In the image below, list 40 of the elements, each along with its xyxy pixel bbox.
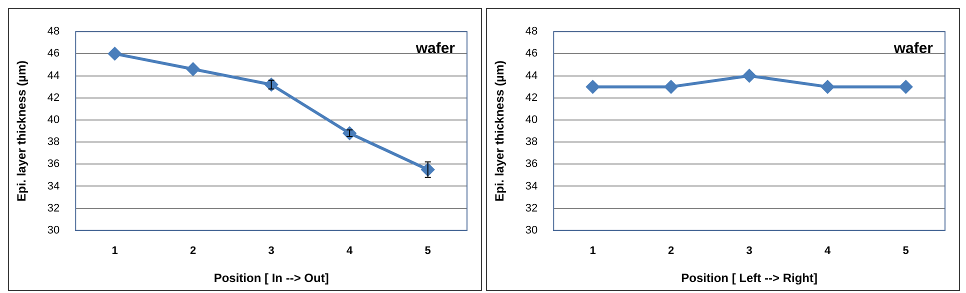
y-tick-label: 30 <box>525 224 538 236</box>
y-tick-label: 34 <box>47 180 60 192</box>
x-tick-label: 5 <box>902 245 909 258</box>
y-tick-label: 40 <box>525 114 538 126</box>
y-tick-label: 42 <box>525 92 538 104</box>
x-tick-label: 2 <box>668 245 674 258</box>
y-tick-label: 38 <box>47 136 60 148</box>
x-tick-label: 3 <box>268 245 274 258</box>
y-tick-label: 42 <box>47 92 60 104</box>
y-axis-title: Epi. layer thickness (µm) <box>14 60 29 202</box>
x-tick-label: 4 <box>824 245 832 258</box>
y-tick-label: 38 <box>525 136 538 148</box>
y-tick-label: 40 <box>47 114 60 126</box>
y-tick-label: 36 <box>47 158 60 170</box>
y-tick-label: 34 <box>525 180 538 192</box>
y-tick-label: 46 <box>525 48 538 60</box>
x-tick-label: 1 <box>590 245 596 258</box>
y-tick-label: 32 <box>47 202 60 214</box>
y-tick-label: 44 <box>47 70 60 82</box>
point <box>264 78 278 92</box>
y-tick-label: 32 <box>525 202 538 214</box>
x-tick-label: 2 <box>190 245 196 258</box>
y-tick-label: 46 <box>47 48 60 60</box>
point <box>343 126 356 140</box>
x-axis-title: Position [ Left --> Right] <box>681 271 818 286</box>
x-axis-title: Position [ In --> Out] <box>214 271 329 286</box>
y-axis-title: Epi. layer thickness (µm) <box>492 60 507 202</box>
x-tick-label: 5 <box>424 245 431 258</box>
x-tick-label: 1 <box>112 245 118 258</box>
y-tick-label: 44 <box>525 70 538 82</box>
y-tick-label: 48 <box>525 26 538 38</box>
point <box>108 47 122 60</box>
y-tick-label: 30 <box>47 224 60 236</box>
point <box>186 62 200 76</box>
annotation: wafer <box>414 40 456 58</box>
annotation: wafer <box>892 40 934 58</box>
y-tick-label: 36 <box>525 158 538 170</box>
y-tick-label: 48 <box>47 26 60 38</box>
x-tick-label: 4 <box>346 245 354 258</box>
x-tick-label: 3 <box>746 245 752 258</box>
